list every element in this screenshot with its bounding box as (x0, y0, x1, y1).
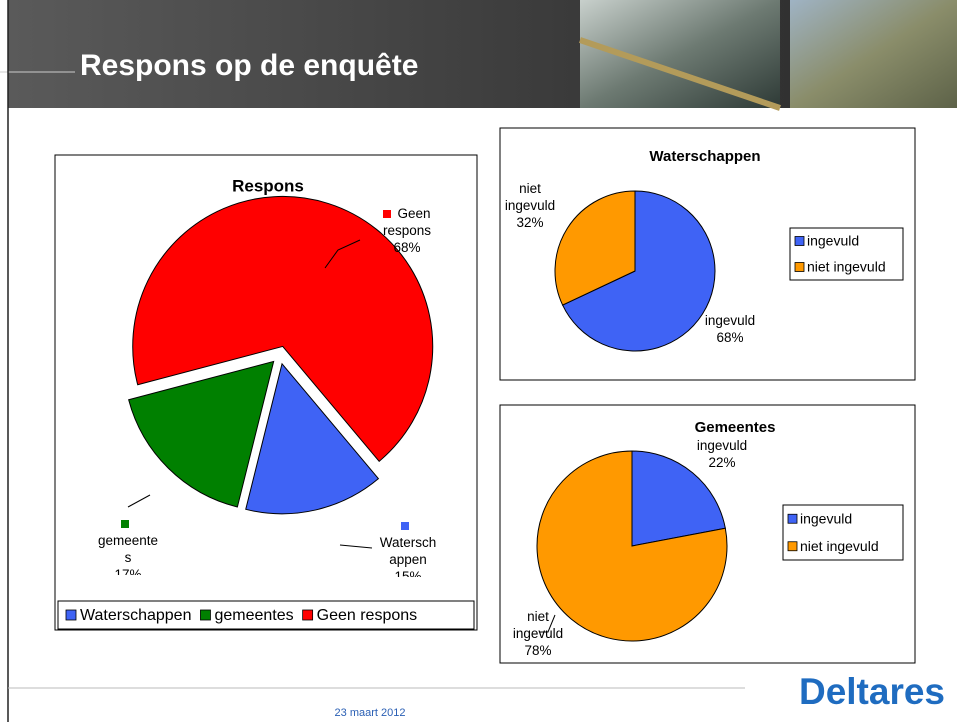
data-label-value: 68% (697, 329, 763, 346)
legend-swatch (66, 610, 76, 620)
legend-label: niet ingevuld (800, 538, 879, 554)
legend-label: Geen respons (317, 607, 418, 624)
label-swatch (121, 520, 129, 528)
legend-label: gemeentes (214, 607, 293, 624)
legend-swatch (200, 610, 210, 620)
header-photo (790, 0, 957, 108)
chart-title: Waterschappen (649, 148, 760, 165)
data-label-category: niet ingevuld (513, 609, 563, 641)
data-label-category: gemeentes (98, 533, 158, 565)
data-label-category: niet ingevuld (505, 181, 555, 213)
data-label-category: ingevuld (705, 313, 755, 328)
logo: Deltares (799, 671, 945, 712)
legend-swatch (788, 542, 797, 551)
data-label-value: 32% (497, 214, 563, 231)
legend-swatch (795, 263, 804, 272)
chart-title: Gemeentes (695, 419, 776, 436)
data-label-value: 22% (689, 454, 755, 471)
data-label-name: gemeentes (96, 515, 160, 566)
header-photo (580, 0, 780, 108)
data-label-name: niet ingevuld (497, 180, 563, 214)
data-label-value: 78% (505, 642, 571, 659)
data-label-value: 17% (96, 566, 160, 575)
slide: Respons op de enquête 23 maart 2012 Delt… (0, 0, 957, 722)
data-label-name: Geen respons (375, 205, 439, 239)
legend-swatch (788, 514, 797, 523)
legend-swatch (303, 610, 313, 620)
data-label-value: 15% (376, 568, 440, 577)
footer-date: 23 maart 2012 (335, 707, 406, 719)
data-label-value: 68% (375, 239, 439, 256)
data-label-name: ingevuld (697, 312, 763, 329)
legend-label: ingevuld (807, 233, 859, 249)
data-label-category: ingevuld (697, 438, 747, 453)
slide-title: Respons op de enquête (80, 49, 418, 82)
chart-title: Respons (232, 176, 304, 195)
label-swatch (401, 522, 409, 530)
data-label-name: Waterschappen (376, 517, 440, 568)
data-label-name: niet ingevuld (505, 608, 571, 642)
legend-swatch (795, 237, 804, 246)
label-swatch (383, 210, 391, 218)
legend-label: Waterschappen (80, 607, 191, 624)
data-label-name: ingevuld (689, 437, 755, 454)
data-label-category: Waterschappen (380, 535, 437, 567)
legend-label: ingevuld (800, 510, 852, 526)
legend-label: niet ingevuld (807, 259, 886, 275)
